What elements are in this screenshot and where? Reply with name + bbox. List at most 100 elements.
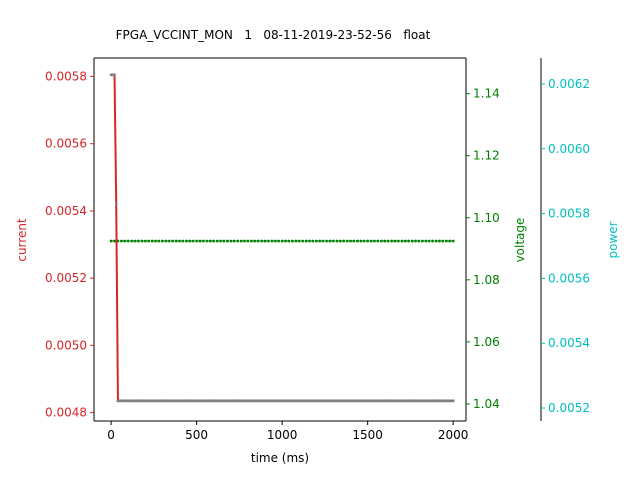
voltage-data-point <box>267 240 270 243</box>
voltage-data-point <box>137 240 140 243</box>
voltage-data-point <box>154 240 157 243</box>
voltage-data-point <box>380 240 383 243</box>
voltage-data-point <box>130 240 133 243</box>
power-tick-label: 0.0058 <box>548 207 590 221</box>
current-axis-label: current <box>15 218 29 262</box>
voltage-data-point <box>185 240 188 243</box>
voltage-tick-label: 1.10 <box>473 211 500 225</box>
x-tick-label: 500 <box>185 428 208 442</box>
voltage-data-point <box>243 240 246 243</box>
voltage-data-point <box>359 240 362 243</box>
voltage-data-point <box>428 240 431 243</box>
voltage-data-point <box>329 240 332 243</box>
voltage-data-point <box>123 240 126 243</box>
voltage-data-point <box>366 240 369 243</box>
current-data-point <box>452 399 455 402</box>
x-tick-label: 1000 <box>267 428 298 442</box>
voltage-tick-label: 1.14 <box>473 87 500 101</box>
power-axis-label: power <box>606 221 620 258</box>
voltage-data-point <box>209 240 212 243</box>
voltage-data-point <box>332 240 335 243</box>
voltage-data-point <box>216 240 219 243</box>
voltage-data-point <box>175 240 178 243</box>
current-data-point <box>113 73 116 76</box>
current-data-point <box>115 203 118 206</box>
voltage-data-point <box>301 240 304 243</box>
voltage-data-point <box>250 240 253 243</box>
voltage-data-point <box>394 240 397 243</box>
voltage-data-point <box>411 240 414 243</box>
plot-area: 0 500 1000 1500 2000 0.0048 0.0050 0.0052 0.0054… <box>45 58 590 442</box>
x-tick-label: 0 <box>107 428 115 442</box>
x-tick-label: 2000 <box>438 428 469 442</box>
current-tick-label: 0.0048 <box>45 406 87 420</box>
voltage-data-point <box>274 240 277 243</box>
voltage-data-point <box>134 240 137 243</box>
current-tick-label: 0.0052 <box>45 271 87 285</box>
voltage-data-point <box>363 240 366 243</box>
voltage-data-point <box>229 240 232 243</box>
voltage-data-point <box>377 240 380 243</box>
voltage-data-point <box>346 240 349 243</box>
voltage-data-point <box>192 240 195 243</box>
voltage-data-point <box>305 240 308 243</box>
voltage-data-point <box>404 240 407 243</box>
voltage-data-point <box>349 240 352 243</box>
voltage-data-point <box>240 240 243 243</box>
voltage-data-point <box>113 240 116 243</box>
current-series-line <box>111 75 453 401</box>
voltage-data-point <box>233 240 236 243</box>
current-tick-label: 0.0056 <box>45 137 87 151</box>
voltage-data-point <box>161 240 164 243</box>
voltage-data-point <box>178 240 181 243</box>
voltage-data-point <box>212 240 215 243</box>
voltage-data-point <box>442 240 445 243</box>
voltage-data-point <box>383 240 386 243</box>
voltage-data-point <box>298 240 301 243</box>
voltage-data-point <box>168 240 171 243</box>
voltage-data-point <box>435 240 438 243</box>
voltage-data-point <box>288 240 291 243</box>
power-tick-label: 0.0056 <box>548 271 590 285</box>
voltage-data-point <box>407 240 410 243</box>
voltage-data-point <box>253 240 256 243</box>
voltage-data-point <box>281 240 284 243</box>
voltage-tick-label: 1.04 <box>473 397 500 411</box>
x-axis-label: time (ms) <box>251 451 309 465</box>
voltage-data-point <box>127 240 130 243</box>
voltage-data-point <box>226 240 229 243</box>
voltage-data-point <box>195 240 198 243</box>
x-tick-label: 1500 <box>352 428 383 442</box>
voltage-data-point <box>270 240 273 243</box>
voltage-data-point <box>260 240 263 243</box>
voltage-data-point <box>418 240 421 243</box>
voltage-data-point <box>199 240 202 243</box>
voltage-data-point <box>182 240 185 243</box>
power-tick-label: 0.0062 <box>548 77 590 91</box>
power-tick-label: 0.0060 <box>548 142 590 156</box>
voltage-data-point <box>431 240 434 243</box>
voltage-data-point <box>356 240 359 243</box>
voltage-data-point <box>188 240 191 243</box>
voltage-data-point <box>353 240 356 243</box>
voltage-data-point <box>247 240 250 243</box>
voltage-data-point <box>120 240 123 243</box>
voltage-data-point <box>277 240 280 243</box>
voltage-data-point <box>223 240 226 243</box>
voltage-data-point <box>373 240 376 243</box>
voltage-data-point <box>370 240 373 243</box>
voltage-data-point <box>236 240 239 243</box>
voltage-data-point <box>171 240 174 243</box>
voltage-data-point <box>438 240 441 243</box>
voltage-data-point <box>342 240 345 243</box>
voltage-data-point <box>318 240 321 243</box>
voltage-tick-label: 1.08 <box>473 273 500 287</box>
voltage-data-point <box>308 240 311 243</box>
current-tick-label: 0.0050 <box>45 338 87 352</box>
voltage-data-point <box>151 240 154 243</box>
voltage-data-point <box>448 240 451 243</box>
voltage-data-point <box>164 240 167 243</box>
voltage-axis-label: voltage <box>513 218 527 263</box>
voltage-data-point <box>144 240 147 243</box>
voltage-data-point <box>325 240 328 243</box>
